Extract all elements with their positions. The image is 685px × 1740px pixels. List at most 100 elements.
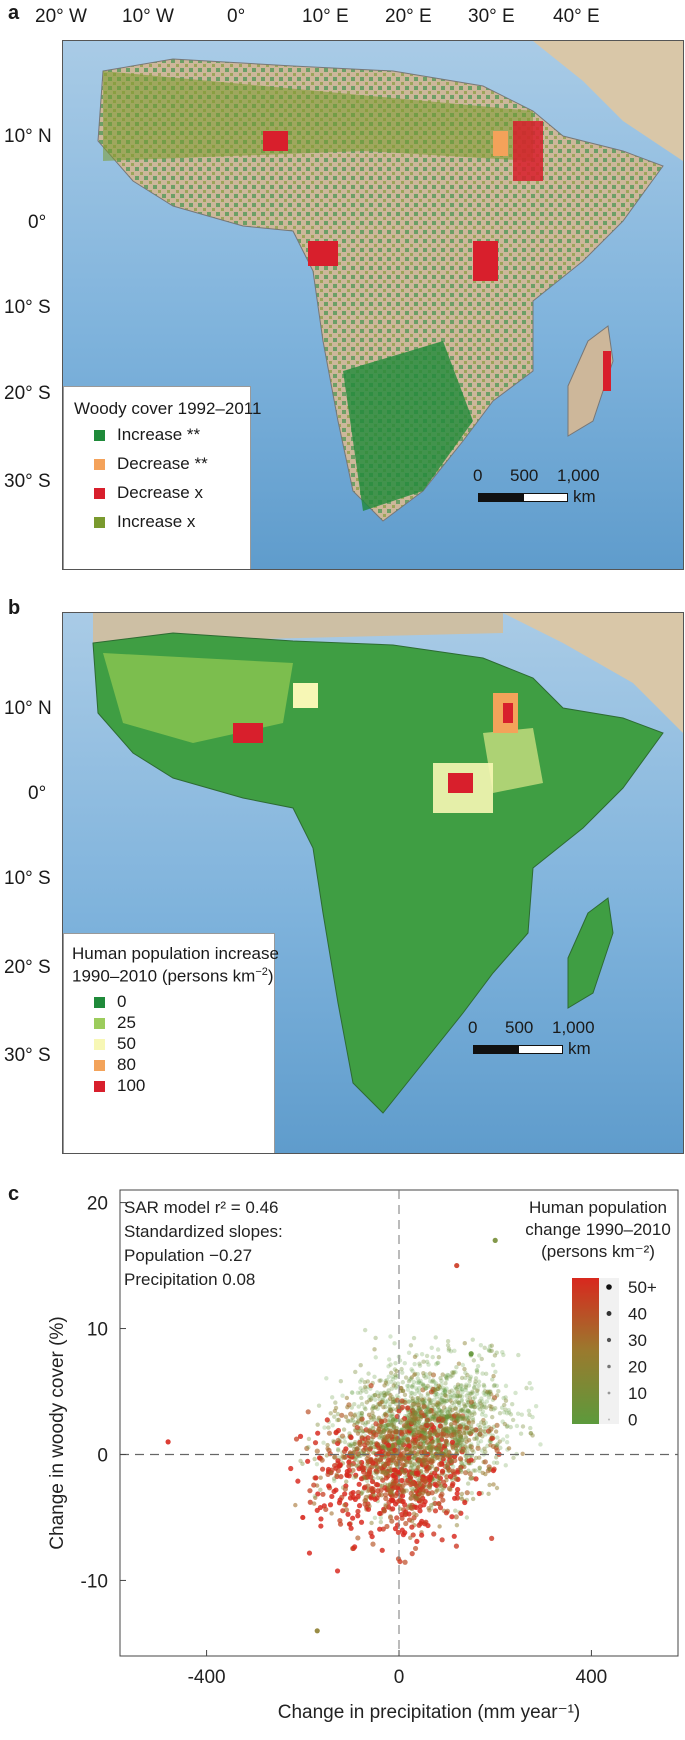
data-point xyxy=(356,1404,361,1409)
data-point xyxy=(356,1503,363,1509)
data-point xyxy=(389,1434,395,1440)
data-point xyxy=(391,1383,396,1388)
data-point xyxy=(317,1504,324,1511)
data-point xyxy=(414,1409,419,1414)
data-point xyxy=(470,1419,476,1425)
longitude-tick-label: 10° E xyxy=(302,6,349,27)
scale-unit: km xyxy=(573,487,596,506)
model-annotation-line: Precipitation 0.08 xyxy=(124,1270,255,1289)
data-point xyxy=(375,1475,381,1481)
data-point xyxy=(466,1458,472,1464)
data-point xyxy=(410,1399,415,1404)
data-point xyxy=(423,1484,429,1489)
data-point xyxy=(434,1394,439,1399)
data-point xyxy=(429,1445,434,1450)
data-point xyxy=(516,1352,521,1358)
data-point xyxy=(365,1420,371,1425)
data-point xyxy=(439,1396,445,1401)
data-point xyxy=(388,1482,393,1488)
data-point xyxy=(417,1363,423,1368)
data-point xyxy=(347,1495,354,1501)
data-point xyxy=(479,1412,485,1417)
data-point xyxy=(472,1385,477,1390)
data-point xyxy=(374,1471,379,1476)
data-point xyxy=(311,1482,317,1488)
data-point xyxy=(387,1409,392,1414)
data-point xyxy=(314,1628,320,1634)
data-point xyxy=(440,1399,445,1405)
data-point xyxy=(500,1437,506,1442)
data-point xyxy=(508,1412,514,1417)
data-point xyxy=(490,1397,496,1402)
data-point xyxy=(459,1375,465,1381)
data-point xyxy=(379,1399,384,1405)
data-point xyxy=(372,1374,377,1379)
data-point xyxy=(313,1495,318,1500)
data-point xyxy=(514,1423,520,1429)
data-point xyxy=(456,1361,462,1366)
model-annotation-line: Population −0.27 xyxy=(124,1246,252,1265)
data-point xyxy=(438,1431,444,1437)
population-legend-level: 10 xyxy=(628,1384,647,1403)
data-point xyxy=(412,1486,418,1492)
data-point xyxy=(412,1432,418,1438)
data-point xyxy=(416,1522,422,1528)
data-point xyxy=(487,1344,493,1349)
data-point xyxy=(474,1388,480,1394)
data-point xyxy=(439,1397,444,1403)
data-point xyxy=(416,1430,421,1435)
longitude-tick-label: 10° W xyxy=(122,6,174,27)
data-point xyxy=(406,1428,413,1434)
data-point xyxy=(409,1426,414,1432)
data-point xyxy=(475,1363,481,1369)
data-point xyxy=(377,1526,383,1532)
data-point xyxy=(417,1406,423,1412)
data-point xyxy=(487,1428,493,1434)
data-point xyxy=(491,1407,496,1412)
data-point xyxy=(429,1408,435,1414)
data-point xyxy=(312,1440,319,1446)
data-point xyxy=(406,1418,412,1424)
data-point xyxy=(410,1368,415,1374)
data-point xyxy=(325,1466,332,1473)
legend-label: Decrease ** xyxy=(117,454,208,473)
data-point xyxy=(383,1503,389,1510)
data-point xyxy=(453,1476,459,1482)
data-point xyxy=(390,1442,396,1448)
data-point xyxy=(465,1450,470,1455)
data-point xyxy=(428,1432,433,1437)
data-point xyxy=(503,1463,508,1468)
data-point xyxy=(371,1470,377,1475)
data-point xyxy=(431,1414,437,1419)
data-point xyxy=(474,1368,480,1373)
data-point xyxy=(482,1446,487,1451)
data-point xyxy=(437,1415,442,1420)
data-point xyxy=(437,1411,442,1416)
data-point xyxy=(374,1464,381,1470)
data-point xyxy=(504,1434,510,1439)
data-point xyxy=(350,1545,357,1552)
data-point xyxy=(425,1409,431,1415)
data-point xyxy=(477,1468,482,1474)
data-point xyxy=(415,1402,421,1408)
data-point xyxy=(483,1449,488,1455)
data-point xyxy=(428,1447,433,1453)
data-point xyxy=(333,1430,339,1436)
data-point xyxy=(482,1392,487,1398)
data-point xyxy=(448,1349,454,1354)
data-point xyxy=(471,1403,476,1408)
data-point xyxy=(487,1389,492,1395)
data-point xyxy=(390,1417,396,1422)
data-point xyxy=(314,1461,320,1467)
data-point xyxy=(416,1478,421,1483)
data-point xyxy=(450,1446,456,1451)
data-point xyxy=(401,1436,406,1441)
data-point xyxy=(331,1438,336,1444)
data-point xyxy=(492,1237,498,1243)
data-point xyxy=(460,1438,465,1443)
data-point xyxy=(379,1547,385,1553)
data-point xyxy=(332,1478,337,1484)
legend-swatch xyxy=(94,429,105,441)
data-point xyxy=(460,1413,466,1419)
data-point xyxy=(423,1372,429,1377)
